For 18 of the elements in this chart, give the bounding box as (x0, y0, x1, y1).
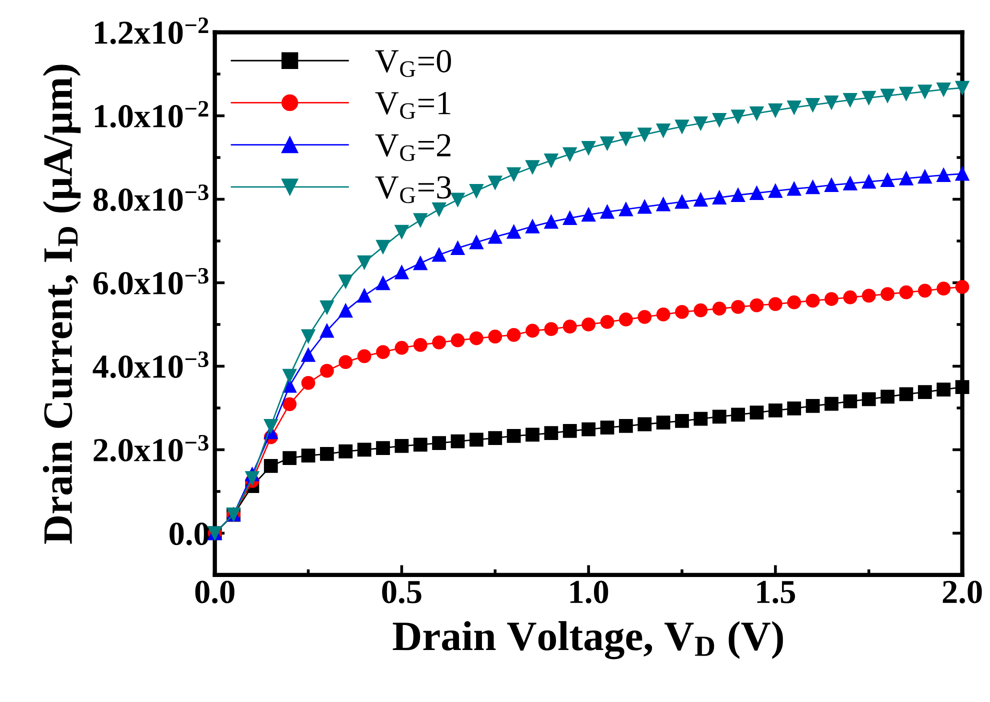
y-tick-label: 2.0x10$^{−3}$ (94, 434, 208, 462)
legend-label: V$_{G}$=3 (375, 176, 451, 204)
legend-label: V$_{G}$=0 (375, 50, 451, 77)
y-tick-label: 6.0x10$^{−3}$ (93, 268, 208, 295)
y-tick-label: 1.2x10$^{−2}$ (94, 18, 208, 44)
legend-label: V$_{G}$=2 (375, 134, 450, 162)
y-tick-label: 0.0 (170, 522, 209, 546)
x-tick-label: 0.0 (195, 580, 234, 604)
x-tick-label: 1.0 (570, 580, 608, 604)
y-tick-label: 1.0x10$^{−2}$ (94, 101, 208, 128)
y-tick-label: 8.0x10$^{−3}$ (93, 184, 208, 212)
x-tick-label: 2.0 (942, 580, 982, 604)
y-tick-label: 4.0x10$^{−3}$ (92, 351, 208, 378)
legend-label: V$_{G}$=1 (375, 92, 450, 119)
x-tick-label: 1.5 (757, 580, 796, 604)
y-axis-title: Drain Current, I$_{D}$ (μA/μm) (42, 64, 81, 544)
x-axis-title: Drain Voltage, V$_{D}$ (V) (392, 621, 783, 660)
x-tick-label: 0.5 (382, 580, 422, 604)
